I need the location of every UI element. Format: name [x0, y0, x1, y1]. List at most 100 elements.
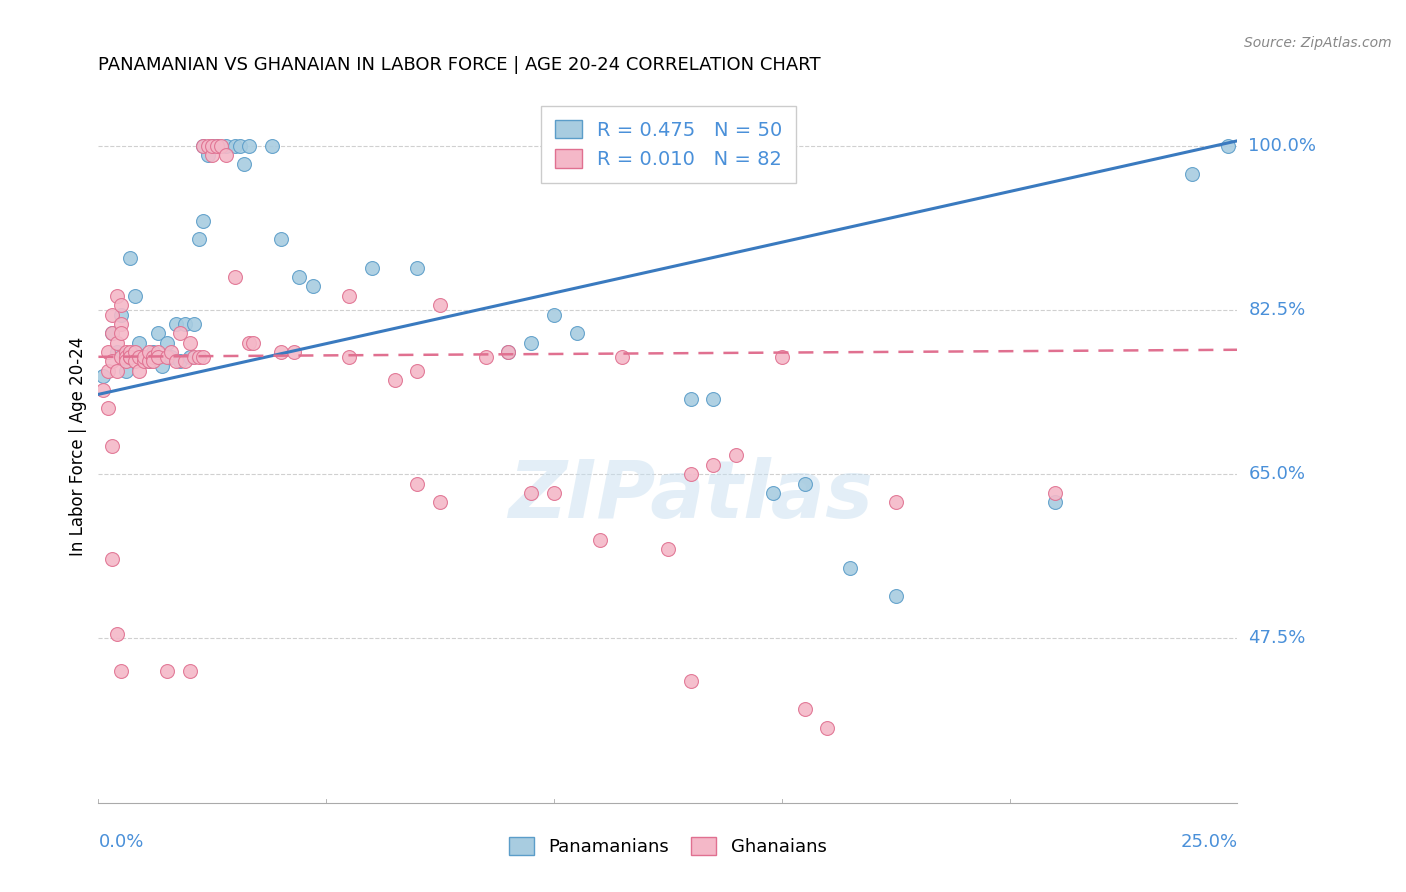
Point — [101, 326, 124, 341]
Point — [124, 345, 146, 359]
Point — [1218, 138, 1240, 153]
Point — [110, 308, 132, 322]
Point — [187, 232, 209, 246]
Point — [520, 335, 543, 350]
Point — [474, 350, 496, 364]
Point — [406, 260, 429, 275]
Point — [138, 354, 160, 368]
Point — [105, 627, 128, 641]
Point — [384, 373, 406, 387]
Point — [1043, 486, 1066, 500]
Text: ZIPatlas: ZIPatlas — [508, 457, 873, 535]
Point — [193, 138, 215, 153]
Point — [205, 138, 228, 153]
Point — [1043, 495, 1066, 509]
Point — [498, 345, 520, 359]
Text: 65.0%: 65.0% — [1249, 465, 1305, 483]
Point — [260, 138, 283, 153]
Point — [209, 138, 232, 153]
Point — [169, 354, 191, 368]
Point — [337, 289, 360, 303]
Point — [183, 350, 205, 364]
Point — [839, 561, 862, 575]
Point — [165, 354, 187, 368]
Point — [160, 350, 183, 364]
Point — [429, 298, 451, 312]
Point — [179, 335, 201, 350]
Point — [120, 350, 142, 364]
Point — [270, 232, 292, 246]
Text: 25.0%: 25.0% — [1180, 833, 1237, 851]
Point — [762, 486, 785, 500]
Point — [233, 157, 256, 171]
Point — [588, 533, 610, 547]
Point — [215, 138, 238, 153]
Point — [156, 335, 179, 350]
Point — [193, 350, 215, 364]
Point — [114, 354, 136, 368]
Point — [101, 326, 124, 341]
Point — [128, 364, 150, 378]
Point — [91, 368, 114, 383]
Point — [543, 308, 565, 322]
Point — [110, 298, 132, 312]
Point — [337, 350, 360, 364]
Point — [565, 326, 588, 341]
Text: 100.0%: 100.0% — [1249, 136, 1316, 154]
Point — [110, 350, 132, 364]
Point — [793, 702, 815, 716]
Point — [96, 364, 118, 378]
Text: 0.0%: 0.0% — [98, 833, 143, 851]
Point — [105, 335, 128, 350]
Point — [702, 458, 724, 472]
Point — [224, 138, 246, 153]
Point — [657, 542, 679, 557]
Point — [242, 335, 264, 350]
Point — [215, 148, 238, 162]
Point — [150, 359, 173, 374]
Point — [1181, 167, 1204, 181]
Point — [183, 317, 205, 331]
Point — [174, 354, 197, 368]
Point — [197, 148, 219, 162]
Point — [360, 260, 382, 275]
Point — [101, 551, 124, 566]
Point — [193, 213, 215, 227]
Point — [406, 364, 429, 378]
Text: Source: ZipAtlas.com: Source: ZipAtlas.com — [1244, 36, 1392, 50]
Text: 47.5%: 47.5% — [1249, 630, 1306, 648]
Point — [193, 138, 215, 153]
Point — [174, 317, 197, 331]
Point — [179, 665, 201, 679]
Point — [205, 138, 228, 153]
Point — [91, 383, 114, 397]
Point — [725, 449, 748, 463]
Point — [114, 350, 136, 364]
Point — [679, 673, 702, 688]
Point — [110, 326, 132, 341]
Point — [288, 270, 311, 285]
Point — [142, 354, 165, 368]
Point — [169, 326, 191, 341]
Point — [238, 335, 260, 350]
Point — [156, 350, 179, 364]
Point — [187, 350, 209, 364]
Point — [96, 401, 118, 416]
Point — [138, 354, 160, 368]
Point — [96, 345, 118, 359]
Point — [105, 345, 128, 359]
Point — [815, 721, 838, 735]
Point — [142, 345, 165, 359]
Point — [165, 317, 187, 331]
Point — [101, 354, 124, 368]
Point — [238, 138, 260, 153]
Point — [132, 354, 155, 368]
Point — [146, 345, 169, 359]
Point — [702, 392, 724, 406]
Point — [124, 289, 146, 303]
Point — [128, 335, 150, 350]
Point — [120, 251, 142, 265]
Point — [101, 308, 124, 322]
Point — [138, 345, 160, 359]
Point — [224, 270, 246, 285]
